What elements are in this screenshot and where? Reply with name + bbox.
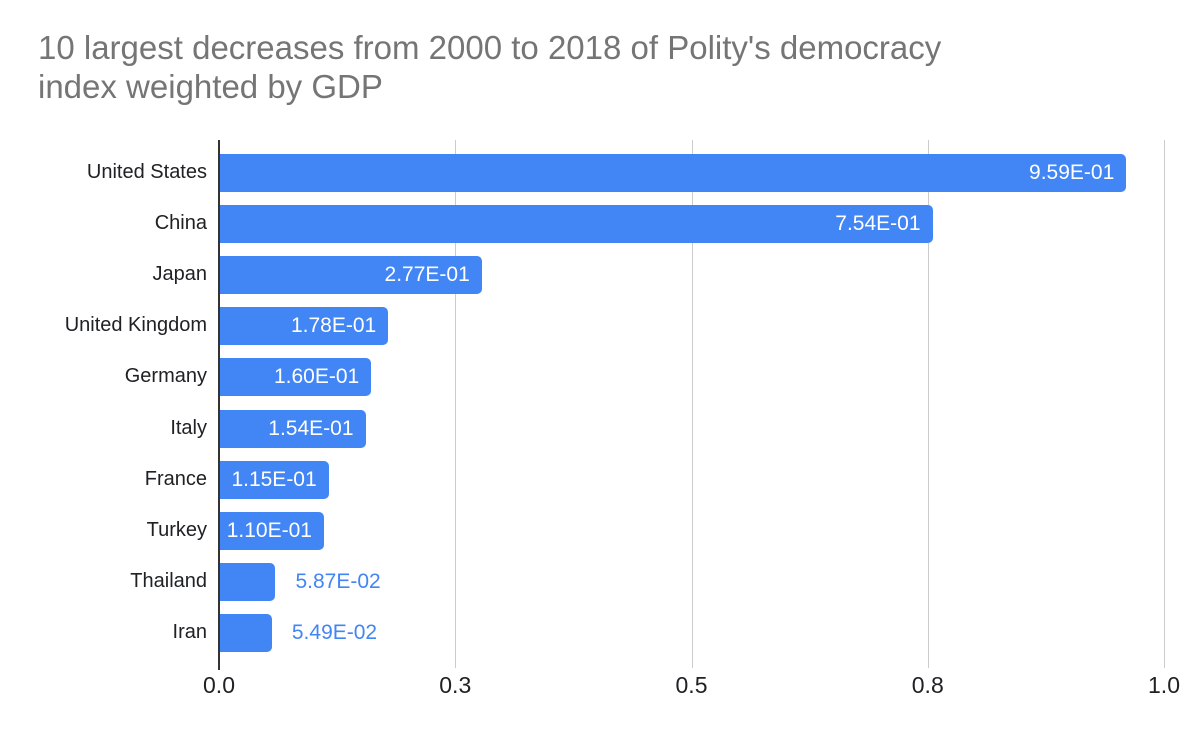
category-label: Italy <box>170 416 207 439</box>
category-label: Germany <box>124 365 207 388</box>
category-label: United Kingdom <box>64 314 207 337</box>
chart-title-line1: 10 largest decreases from 2000 to 2018 o… <box>38 29 942 66</box>
category-label: Thailand <box>130 570 207 593</box>
bar[interactable] <box>220 614 272 653</box>
bar[interactable]: 2.77E-01 <box>220 256 482 294</box>
chart-title-line2: index weighted by GDP <box>38 68 383 105</box>
bar-value-label: 7.54E-01 <box>835 211 921 235</box>
category-label: China <box>154 211 207 234</box>
bar-value-label: 1.54E-01 <box>268 416 354 440</box>
category-label: France <box>144 467 207 490</box>
bar[interactable]: 1.60E-01 <box>220 358 372 397</box>
x-axis-line <box>218 140 220 670</box>
bar[interactable]: 1.15E-01 <box>220 460 329 499</box>
bar[interactable]: 1.10E-01 <box>220 512 324 550</box>
x-tick-label: 1.0 <box>1148 672 1180 698</box>
bar[interactable]: 9.59E-01 <box>220 153 1127 192</box>
bar-value-label: 5.87E-02 <box>295 570 381 594</box>
bar[interactable]: 7.54E-01 <box>220 204 933 243</box>
bar-value-label: 1.60E-01 <box>273 365 360 389</box>
bar-value-label: 2.77E-01 <box>384 263 470 286</box>
chart-title: 10 largest decreases from 2000 to 2018 o… <box>38 28 1178 106</box>
bar[interactable]: 1.78E-01 <box>220 307 389 346</box>
x-tick-label: 0.5 <box>675 672 708 698</box>
gridline <box>691 140 693 668</box>
category-label: United States <box>86 160 207 183</box>
category-label: Turkey <box>146 519 207 541</box>
bar-value-label: 1.15E-01 <box>231 467 317 491</box>
gridline <box>1164 140 1165 668</box>
bar[interactable]: 1.54E-01 <box>220 409 366 448</box>
bar-value-label: 9.59E-01 <box>1029 160 1115 184</box>
gridline <box>455 140 457 668</box>
category-label: Japan <box>152 263 208 285</box>
x-tick-label: 0.0 <box>203 672 235 698</box>
gridline <box>927 140 929 668</box>
category-label: Iran <box>172 621 207 644</box>
x-tick-label: 0.8 <box>911 672 944 698</box>
bar-value-label: 5.49E-02 <box>291 621 378 645</box>
x-tick-label: 0.3 <box>439 672 472 698</box>
bar-value-label: 1.10E-01 <box>226 519 312 542</box>
bar-value-label: 1.78E-01 <box>290 314 377 338</box>
bar[interactable] <box>220 563 276 602</box>
